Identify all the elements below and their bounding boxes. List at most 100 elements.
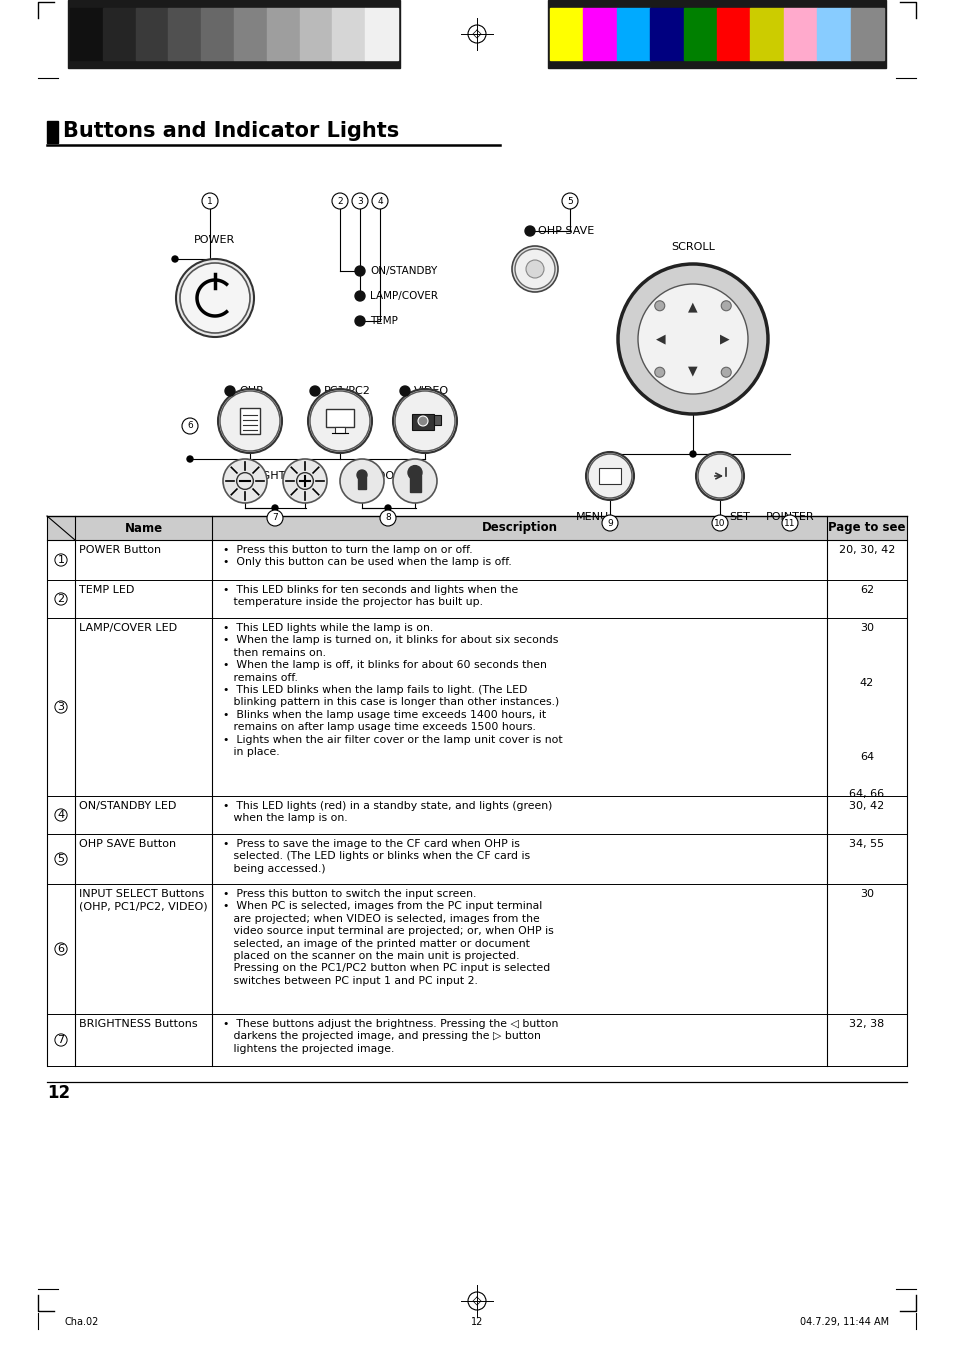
Bar [357, 477, 366, 489]
Bar [550, 8, 583, 59]
Circle shape [395, 390, 455, 451]
Circle shape [296, 473, 313, 489]
Text: 5: 5 [57, 854, 65, 865]
Text: •  Press this button to switch the input screen.
  •  When PC is selected, image: • Press this button to switch the input … [215, 889, 553, 986]
Text: 30, 42: 30, 42 [848, 801, 883, 811]
Bar [335, 427, 345, 434]
Bar [201, 8, 233, 59]
Circle shape [638, 284, 747, 394]
Text: ◀: ◀ [656, 332, 665, 346]
Circle shape [352, 193, 368, 209]
Text: 1: 1 [207, 196, 213, 205]
Bar [326, 409, 354, 427]
Bar [410, 476, 421, 492]
Text: TEMP: TEMP [370, 316, 397, 326]
Text: ▶: ▶ [720, 332, 729, 346]
Bar [47, 516, 906, 540]
Bar [650, 8, 683, 59]
Text: Cha.02: Cha.02 [65, 1317, 99, 1327]
Bar [717, 8, 750, 59]
Circle shape [272, 505, 277, 511]
Text: 2: 2 [336, 196, 342, 205]
Text: •  This LED lights (red) in a standby state, and lights (green)
     when the la: • This LED lights (red) in a standby sta… [215, 801, 552, 823]
Circle shape [698, 454, 741, 499]
Circle shape [180, 263, 250, 332]
Bar [233, 8, 267, 59]
Text: BRIGHTNESS: BRIGHTNESS [244, 471, 315, 481]
Bar [750, 8, 783, 59]
Circle shape [172, 255, 178, 262]
Circle shape [310, 390, 370, 451]
Circle shape [332, 193, 348, 209]
Bar [598, 467, 620, 484]
Text: 7: 7 [57, 1035, 65, 1046]
Text: POWER Button: POWER Button [79, 544, 161, 555]
Circle shape [385, 505, 391, 511]
Circle shape [720, 367, 730, 377]
Circle shape [601, 515, 618, 531]
Text: VIDEO: VIDEO [414, 386, 449, 396]
Text: 6: 6 [57, 944, 65, 954]
Text: Page to see: Page to see [827, 521, 904, 535]
Bar [332, 8, 365, 59]
Circle shape [218, 389, 282, 453]
Text: ZOOM: ZOOM [369, 471, 404, 481]
Text: LAMP/COVER LED: LAMP/COVER LED [79, 623, 177, 634]
Bar [547, 0, 885, 68]
Circle shape [393, 459, 436, 503]
Circle shape [355, 266, 365, 276]
Circle shape [175, 259, 253, 336]
Bar [583, 8, 617, 59]
Text: •  This LED lights while the lamp is on.
  •  When the lamp is turned on, it bli: • This LED lights while the lamp is on. … [215, 623, 562, 757]
Circle shape [417, 416, 428, 426]
Circle shape [182, 417, 198, 434]
Text: 11: 11 [783, 519, 795, 527]
Circle shape [711, 515, 727, 531]
Text: 9: 9 [606, 519, 612, 527]
Bar [783, 8, 817, 59]
Text: ON/STANDBY: ON/STANDBY [370, 266, 436, 276]
Bar [70, 8, 103, 59]
Bar [47, 122, 58, 143]
Text: ON/STANDBY LED: ON/STANDBY LED [79, 801, 176, 811]
Text: PC1/PC2: PC1/PC2 [324, 386, 371, 396]
Text: 7: 7 [272, 513, 277, 523]
Text: 1: 1 [57, 555, 65, 565]
Text: 04.7.29, 11:44 AM: 04.7.29, 11:44 AM [799, 1317, 888, 1327]
Text: 8: 8 [385, 513, 391, 523]
Bar [135, 8, 169, 59]
Bar [683, 8, 717, 59]
Circle shape [561, 193, 578, 209]
Circle shape [223, 459, 267, 503]
Text: 4: 4 [57, 811, 65, 820]
Text: Name: Name [124, 521, 162, 535]
Circle shape [618, 263, 767, 413]
Text: •  These buttons adjust the brightness. Pressing the ◁ button
     darkens the p: • These buttons adjust the brightness. P… [215, 1019, 558, 1054]
Circle shape [220, 390, 280, 451]
Bar [817, 8, 850, 59]
Text: 3: 3 [356, 196, 362, 205]
Text: ▲: ▲ [687, 300, 697, 313]
Text: LAMP/COVER: LAMP/COVER [370, 290, 437, 301]
Circle shape [689, 451, 696, 457]
Circle shape [781, 515, 797, 531]
Circle shape [267, 509, 283, 526]
Text: 4: 4 [376, 196, 382, 205]
Circle shape [236, 473, 253, 489]
Text: •  Press to save the image to the CF card when OHP is
     selected. (The LED li: • Press to save the image to the CF card… [215, 839, 530, 874]
Circle shape [356, 470, 367, 480]
Circle shape [399, 386, 410, 396]
Text: OHP SAVE Button: OHP SAVE Button [79, 839, 176, 848]
Circle shape [339, 459, 384, 503]
Circle shape [585, 453, 634, 500]
Circle shape [310, 386, 319, 396]
Circle shape [408, 466, 421, 480]
Text: 2: 2 [57, 594, 65, 604]
Text: OHP SAVE: OHP SAVE [537, 226, 594, 236]
Bar [850, 8, 883, 59]
Circle shape [355, 316, 365, 326]
Text: SET: SET [729, 512, 750, 521]
Circle shape [654, 367, 664, 377]
Bar [299, 8, 332, 59]
Text: POINTER: POINTER [765, 512, 814, 521]
